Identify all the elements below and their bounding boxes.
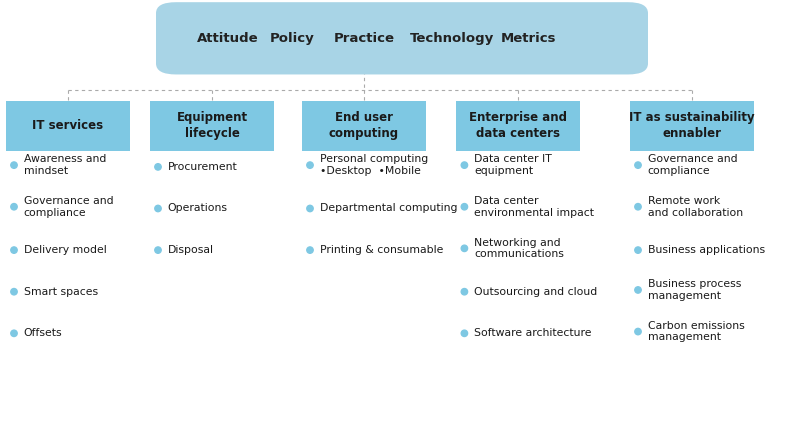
Text: Printing & consumable: Printing & consumable	[320, 245, 443, 255]
Text: Networking and
communications: Networking and communications	[474, 237, 564, 259]
Ellipse shape	[462, 162, 467, 168]
Ellipse shape	[11, 247, 18, 253]
Text: Business applications: Business applications	[648, 245, 765, 255]
FancyBboxPatch shape	[156, 2, 648, 74]
Text: Disposal: Disposal	[168, 245, 214, 255]
Text: Outsourcing and cloud: Outsourcing and cloud	[474, 287, 598, 297]
Ellipse shape	[635, 328, 642, 335]
Text: Operations: Operations	[168, 204, 227, 213]
Text: Smart spaces: Smart spaces	[24, 287, 98, 297]
Text: Software architecture: Software architecture	[474, 328, 591, 338]
Text: Policy: Policy	[270, 32, 314, 45]
Ellipse shape	[307, 247, 314, 253]
Ellipse shape	[11, 162, 18, 168]
Ellipse shape	[155, 164, 161, 170]
Text: Attitude: Attitude	[197, 32, 259, 45]
Text: IT services: IT services	[33, 120, 103, 132]
Ellipse shape	[635, 204, 642, 210]
Ellipse shape	[155, 247, 161, 253]
Ellipse shape	[155, 205, 161, 212]
Ellipse shape	[635, 287, 642, 293]
Text: Data center
environmental impact: Data center environmental impact	[474, 196, 594, 218]
Text: Carbon emissions
management: Carbon emissions management	[648, 321, 744, 343]
FancyBboxPatch shape	[456, 101, 581, 151]
Text: Awareness and
mindset: Awareness and mindset	[24, 154, 106, 176]
Ellipse shape	[462, 204, 467, 210]
FancyBboxPatch shape	[302, 101, 426, 151]
Text: Remote work
and collaboration: Remote work and collaboration	[648, 196, 742, 218]
Ellipse shape	[307, 162, 314, 168]
FancyBboxPatch shape	[630, 101, 754, 151]
Text: Governance and
compliance: Governance and compliance	[24, 196, 114, 218]
Ellipse shape	[11, 289, 18, 295]
Text: Metrics: Metrics	[500, 32, 556, 45]
Ellipse shape	[635, 162, 642, 168]
FancyBboxPatch shape	[6, 101, 130, 151]
Ellipse shape	[635, 247, 642, 253]
Text: Enterprise and
data centers: Enterprise and data centers	[470, 111, 567, 141]
Text: Data center IT
equipment: Data center IT equipment	[474, 154, 552, 176]
Text: Personal computing
•Desktop  •Mobile: Personal computing •Desktop •Mobile	[320, 154, 428, 176]
Text: Delivery model: Delivery model	[24, 245, 106, 255]
Text: Technology: Technology	[410, 32, 494, 45]
Ellipse shape	[307, 205, 314, 212]
Text: Business process
management: Business process management	[648, 279, 741, 301]
Ellipse shape	[462, 289, 467, 295]
FancyBboxPatch shape	[150, 101, 274, 151]
Text: IT as sustainability
ennabler: IT as sustainability ennabler	[629, 111, 755, 141]
Ellipse shape	[11, 204, 18, 210]
Ellipse shape	[11, 330, 18, 336]
Text: Governance and
compliance: Governance and compliance	[648, 154, 738, 176]
Text: Equipment
lifecycle: Equipment lifecycle	[177, 111, 247, 141]
Ellipse shape	[462, 330, 467, 336]
Text: Procurement: Procurement	[168, 162, 238, 172]
Ellipse shape	[462, 245, 467, 251]
Text: Departmental computing: Departmental computing	[320, 204, 457, 213]
Text: Practice: Practice	[334, 32, 394, 45]
Text: Offsets: Offsets	[24, 328, 62, 338]
Text: End user
computing: End user computing	[329, 111, 399, 141]
